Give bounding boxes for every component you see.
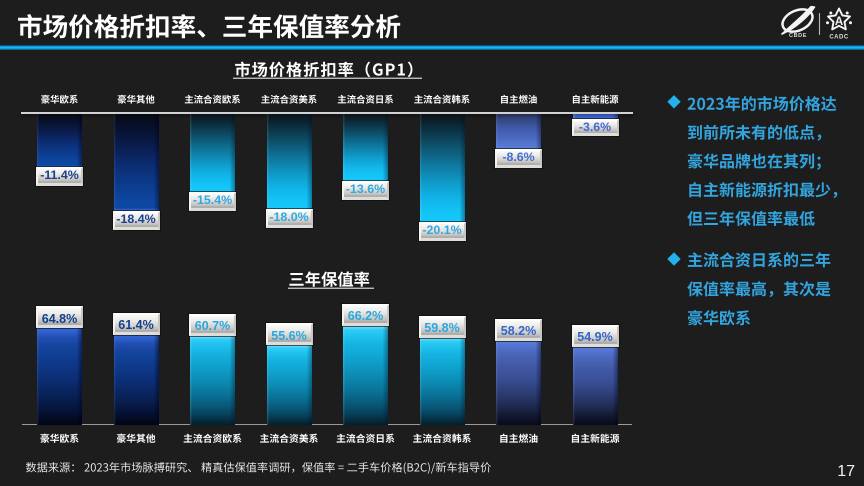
svg-text:CBDE: CBDE [789, 33, 807, 39]
svg-text:CADC: CADC [829, 35, 848, 41]
svg-text:A: A [835, 16, 843, 28]
